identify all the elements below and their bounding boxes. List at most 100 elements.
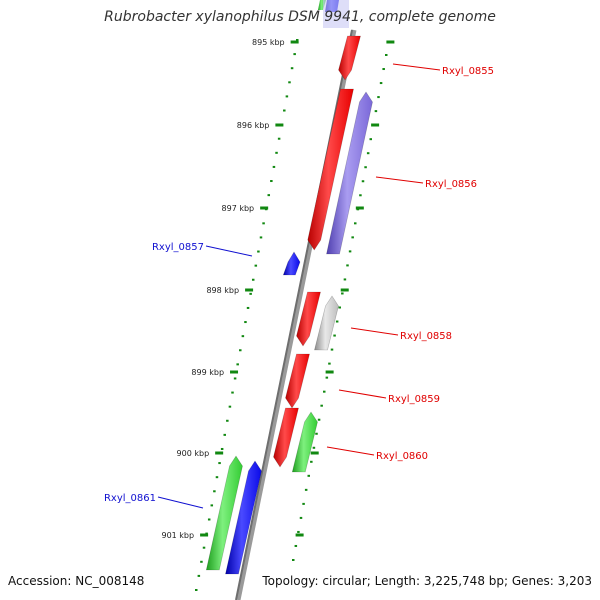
tick-dot-right [385, 54, 388, 56]
major-tick-left [215, 451, 224, 455]
tick-dot-left [277, 137, 281, 140]
gene-rxyl-0856-partner [326, 91, 373, 255]
tick-dot-left [233, 377, 237, 380]
tick-dot-right [335, 320, 339, 323]
major-tick-right [386, 40, 395, 44]
major-tick-left [230, 370, 239, 374]
gene-leader-line [326, 446, 375, 456]
gene-rxyl-0860-partner [291, 411, 318, 473]
tick-dot-left [259, 236, 263, 239]
tick-dot-left [285, 95, 289, 98]
tick-dot-right [312, 446, 316, 449]
gene-rxyl-0857 [282, 251, 301, 276]
tick-dot-left [254, 264, 258, 267]
tick-dot-left [228, 405, 232, 408]
tick-dot-left [202, 546, 206, 549]
tick-dot-left [197, 574, 201, 577]
tick-dot-left [244, 321, 247, 324]
tick-dot-right [307, 474, 310, 477]
tick-dot-left [195, 589, 198, 591]
tick-dot-right [317, 418, 321, 421]
tick-dot-right [382, 68, 385, 71]
tick-dot-left [200, 560, 203, 563]
tick-dot-left [251, 278, 255, 281]
tick-dot-right [320, 404, 323, 407]
tick-dot-left [226, 419, 229, 422]
tick-dot-right [302, 502, 305, 505]
tick-dot-right [359, 194, 362, 197]
tick-dot-right [330, 348, 334, 351]
tick-dot-right [377, 96, 380, 99]
gene-label-rxyl-0856: Rxyl_0856 [425, 179, 477, 190]
tick-dot-right [292, 559, 295, 561]
tick-dot-right [361, 180, 365, 183]
tick-dot-right [325, 376, 329, 379]
major-tick-right [371, 123, 380, 127]
tick-label: 901 kbp [161, 531, 194, 540]
tick-dot-right [341, 292, 344, 295]
gene-rxyl-0859 [285, 353, 310, 409]
tick-dot-right [374, 110, 378, 113]
major-tick-left [275, 123, 284, 127]
gene-rxyl-0856 [307, 88, 354, 251]
major-tick-right [310, 451, 319, 455]
tick-dot-right [310, 460, 313, 463]
gene-leader-line [392, 63, 441, 71]
tick-dot-left [296, 39, 299, 41]
tick-label: 899 kbp [191, 368, 224, 377]
major-tick-right [340, 288, 349, 292]
title-highlight [323, 0, 349, 28]
major-tick-left [200, 533, 209, 537]
tick-dot-right [304, 488, 308, 491]
tick-dot-right [364, 166, 367, 169]
tick-dot-left [290, 67, 294, 70]
tick-dot-left [239, 349, 242, 352]
gene-label-rxyl-0858: Rxyl_0858 [400, 331, 452, 342]
tick-dot-left [246, 306, 250, 309]
tick-dot-right [354, 222, 357, 225]
tick-dot-right [366, 152, 370, 155]
gene-rxyl-0861-partner [205, 455, 243, 571]
gene-label-rxyl-0855: Rxyl_0855 [442, 66, 494, 77]
gene-leader-line [375, 176, 424, 184]
tick-dot-left [283, 109, 286, 112]
gene-label-rxyl-0857: Rxyl_0857 [152, 242, 204, 253]
tick-dot-left [241, 335, 245, 338]
gene-label-rxyl-0859: Rxyl_0859 [388, 394, 440, 405]
tick-label: 898 kbp [206, 286, 239, 295]
gene-rxyl-0858 [296, 291, 321, 347]
tick-dot-right [346, 264, 349, 267]
tick-dot-left [231, 391, 234, 394]
accession-label: Accession: NC_008148 [8, 574, 145, 588]
major-tick-left [245, 288, 254, 292]
tick-dot-left [213, 490, 216, 493]
gene-rxyl-0861 [225, 460, 262, 575]
major-tick-left [290, 40, 299, 44]
genome-title: Rubrobacter xylanophilus DSM 9941, compl… [104, 9, 496, 25]
tick-dot-right [333, 334, 336, 337]
tick-label: 897 kbp [222, 204, 255, 213]
tick-dot-right [379, 82, 383, 85]
tick-dot-left [257, 250, 260, 253]
tick-dot-left [270, 180, 273, 183]
tick-dot-left [236, 363, 239, 366]
tick-dot-right [315, 432, 318, 435]
tick-label: 900 kbp [177, 449, 210, 458]
tick-dot-left [220, 447, 224, 450]
tick-dot-left [223, 433, 226, 436]
gene-leader-line [350, 327, 399, 336]
gene-rxyl-0860 [273, 407, 299, 468]
major-tick-left [260, 206, 269, 210]
tick-dot-left [210, 504, 214, 507]
gene-leader-line [157, 496, 204, 509]
tick-dot-right [323, 390, 326, 393]
major-tick-right [355, 206, 364, 210]
tick-dot-right [338, 306, 341, 309]
tick-label: 895 kbp [252, 38, 285, 47]
major-tick-right [325, 370, 334, 374]
gene-rxyl-0855 [338, 35, 361, 81]
tick-dot-right [343, 278, 347, 281]
tick-dot-left [262, 222, 265, 225]
